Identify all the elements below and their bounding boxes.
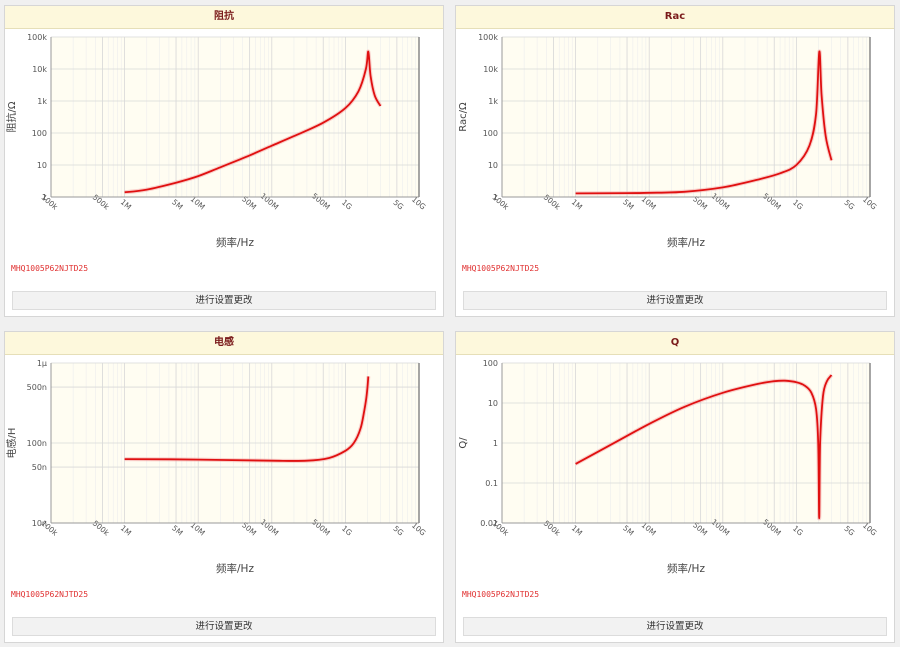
x-tick-label: 5M bbox=[621, 523, 635, 537]
x-tick-label: 5M bbox=[170, 523, 184, 537]
x-tick-label: 1M bbox=[570, 523, 584, 537]
part-number: MHQ1005P62NJTD25 bbox=[462, 264, 540, 273]
impedance-panel: 阻抗 100k 500k 1M 5M 10M 50M 100M 500M 1G 5G 10G 1 10 1… bbox=[4, 5, 444, 317]
y-tick-label: 10 bbox=[37, 161, 47, 170]
y-tick-label: 1 bbox=[42, 193, 47, 202]
x-tick-label: 1M bbox=[119, 523, 133, 537]
series-line bbox=[124, 376, 370, 462]
y-axis-label: 阻抗/Ω bbox=[5, 101, 18, 132]
settings-button[interactable]: 进行设置更改 bbox=[12, 291, 436, 310]
panel-title: 电感 bbox=[5, 332, 443, 355]
y-tick-label: 10 bbox=[488, 399, 498, 408]
x-tick-label: 1M bbox=[119, 197, 133, 211]
y-tick-label: 1k bbox=[488, 97, 498, 106]
y-tick-label: 1 bbox=[493, 193, 498, 202]
y-tick-label: 100n bbox=[27, 439, 47, 448]
settings-button[interactable]: 进行设置更改 bbox=[463, 291, 887, 310]
series-line bbox=[575, 50, 833, 195]
y-tick-label: 10k bbox=[483, 65, 498, 74]
inductance-chart: 100k 500k 1M 5M 10M 50M 100M 500M 1G 5G 10G10n50n1… bbox=[5, 359, 428, 575]
panel-title: 阻抗 bbox=[5, 6, 443, 29]
plot-area bbox=[51, 37, 419, 197]
y-tick-label: 1μ bbox=[37, 359, 47, 368]
y-tick-label: 0.1 bbox=[485, 479, 498, 488]
series-line bbox=[124, 50, 382, 194]
impedance-chart: 100k 500k 1M 5M 10M 50M 100M 500M 1G 5G 10G1101001… bbox=[5, 33, 428, 249]
q-factor-panel: Q 100k 500k 1M 5M 10M 50M 100M 500M 1G 5G 10G 0.01 0… bbox=[455, 331, 895, 643]
y-axis-label: Rac/Ω bbox=[458, 102, 469, 132]
y-tick-label: 1 bbox=[493, 439, 498, 448]
q-factor-chart: 100k 500k 1M 5M 10M 50M 100M 500M 1G 5G 10G0.010.1… bbox=[458, 359, 879, 575]
x-tick-label: 5M bbox=[621, 197, 635, 211]
settings-button[interactable]: 进行设置更改 bbox=[463, 617, 887, 636]
rac-chart: 100k 500k 1M 5M 10M 50M 100M 500M 1G 5G 10G1101001… bbox=[458, 33, 879, 249]
y-tick-label: 10n bbox=[32, 519, 47, 528]
y-tick-label: 10k bbox=[32, 65, 47, 74]
y-axis-label: 电感/H bbox=[5, 428, 18, 459]
part-number: MHQ1005P62NJTD25 bbox=[11, 264, 89, 273]
x-tick-label: 1G bbox=[340, 524, 354, 538]
y-tick-label: 100 bbox=[32, 129, 47, 138]
rac-panel: Rac 100k 500k 1M 5M 10M 50M 100M 500M 1G 5G 10G 1 10… bbox=[455, 5, 895, 317]
x-axis-label: 频率/Hz bbox=[667, 562, 705, 575]
x-tick-label: 5G bbox=[842, 198, 856, 212]
x-axis-label: 频率/Hz bbox=[216, 562, 254, 575]
y-tick-label: 1k bbox=[37, 97, 47, 106]
y-axis-label: Q/ bbox=[458, 437, 469, 449]
panel-title: Q bbox=[456, 332, 894, 355]
part-number: MHQ1005P62NJTD25 bbox=[462, 590, 540, 599]
y-tick-label: 100k bbox=[27, 33, 47, 42]
x-axis-label: 频率/Hz bbox=[667, 236, 705, 249]
settings-button[interactable]: 进行设置更改 bbox=[12, 617, 436, 636]
y-tick-label: 100k bbox=[478, 33, 498, 42]
x-tick-label: 1G bbox=[340, 198, 354, 212]
x-tick-label: 5M bbox=[170, 197, 184, 211]
y-tick-label: 10 bbox=[488, 161, 498, 170]
x-tick-label: 1G bbox=[791, 524, 805, 538]
y-tick-label: 0.01 bbox=[480, 519, 498, 528]
x-axis-label: 频率/Hz bbox=[216, 236, 254, 249]
part-number: MHQ1005P62NJTD25 bbox=[11, 590, 89, 599]
series-line bbox=[575, 374, 833, 520]
panel-title: Rac bbox=[456, 6, 894, 29]
plot-area bbox=[502, 37, 870, 197]
y-tick-label: 100 bbox=[483, 359, 498, 368]
y-tick-label: 100 bbox=[483, 129, 498, 138]
x-tick-label: 5G bbox=[391, 198, 405, 212]
x-tick-label: 5G bbox=[842, 524, 856, 538]
x-tick-label: 1M bbox=[570, 197, 584, 211]
y-tick-label: 500n bbox=[27, 383, 47, 392]
inductance-panel: 电感 100k 500k 1M 5M 10M 50M 100M 500M 1G 5G 10G 10n 5… bbox=[4, 331, 444, 643]
y-tick-label: 50n bbox=[32, 463, 47, 472]
x-tick-label: 1G bbox=[791, 198, 805, 212]
x-tick-label: 5G bbox=[391, 524, 405, 538]
